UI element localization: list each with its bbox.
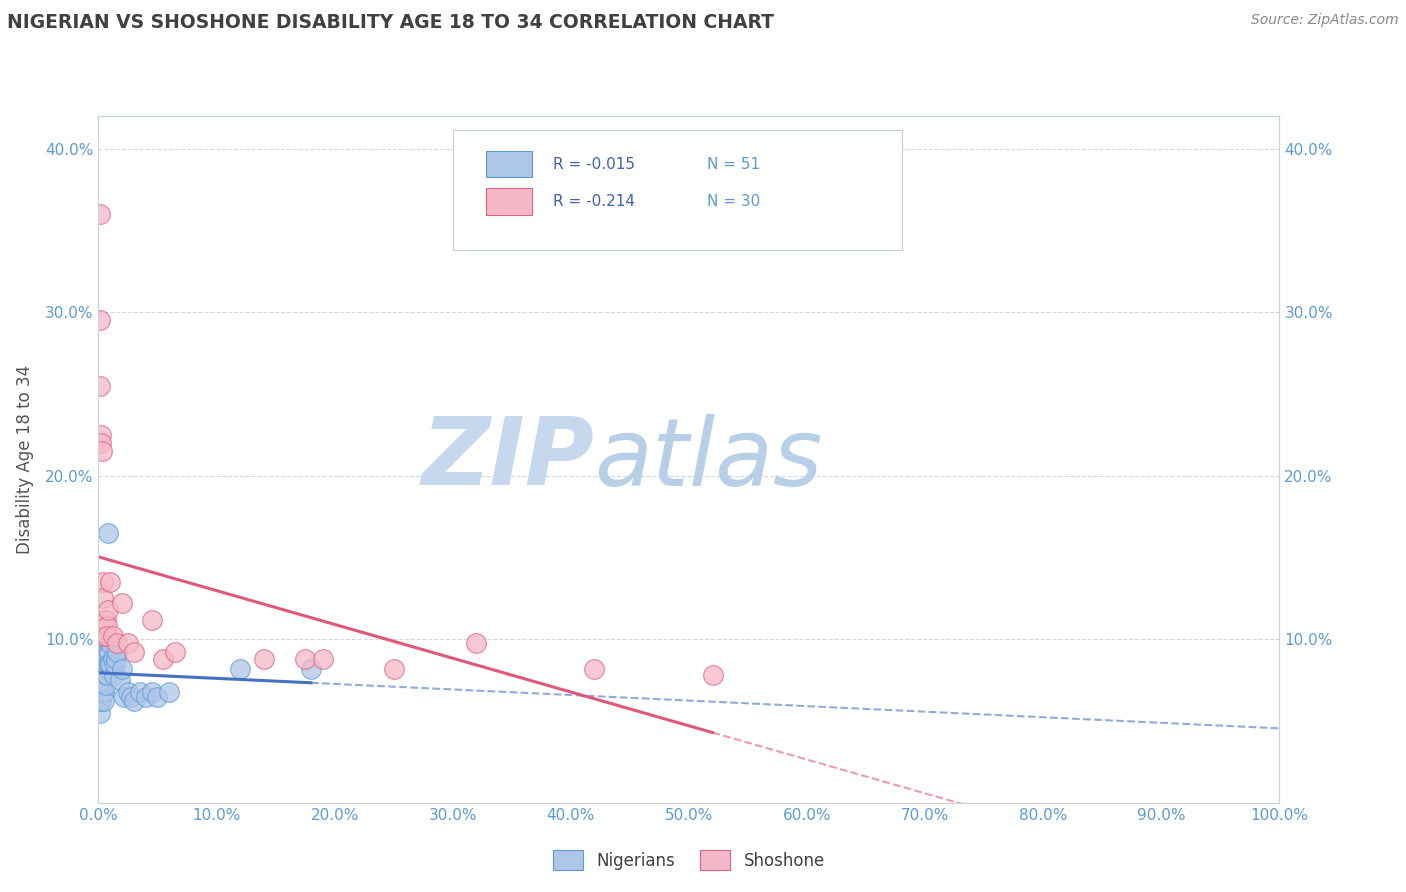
- Text: ZIP: ZIP: [422, 413, 595, 506]
- Point: [91, 673, 114, 688]
- Point: [103, 668, 125, 682]
- Text: N = 51: N = 51: [707, 156, 759, 171]
- Point: [105, 645, 128, 659]
- Point: [96, 657, 118, 671]
- Point: [96, 619, 118, 633]
- Point: [91, 684, 114, 698]
- Text: R = -0.214: R = -0.214: [553, 194, 636, 210]
- Point: [104, 657, 127, 671]
- Point: [89, 313, 111, 327]
- Point: [105, 635, 128, 649]
- FancyBboxPatch shape: [486, 188, 531, 215]
- Point: [93, 684, 115, 698]
- Point: [96, 645, 118, 659]
- Point: [93, 673, 115, 688]
- Text: R = -0.015: R = -0.015: [553, 156, 636, 171]
- Point: [141, 613, 163, 627]
- Point: [98, 575, 121, 590]
- Legend: Nigerians, Shoshone: Nigerians, Shoshone: [547, 843, 831, 877]
- Point: [165, 645, 187, 659]
- Point: [101, 629, 124, 643]
- Text: NIGERIAN VS SHOSHONE DISABILITY AGE 18 TO 34 CORRELATION CHART: NIGERIAN VS SHOSHONE DISABILITY AGE 18 T…: [7, 13, 775, 32]
- Text: N = 30: N = 30: [707, 194, 759, 210]
- Point: [90, 428, 112, 442]
- Point: [90, 436, 112, 450]
- Point: [89, 379, 111, 393]
- Point: [96, 668, 118, 682]
- Point: [90, 684, 112, 698]
- Point: [111, 596, 134, 610]
- Point: [97, 526, 120, 541]
- Point: [583, 662, 606, 676]
- Point: [94, 657, 117, 671]
- Point: [94, 613, 117, 627]
- Point: [90, 673, 112, 688]
- Point: [465, 635, 488, 649]
- Point: [98, 657, 121, 671]
- Point: [152, 652, 174, 666]
- Point: [98, 645, 121, 659]
- FancyBboxPatch shape: [453, 129, 901, 250]
- Point: [93, 629, 115, 643]
- Point: [93, 662, 115, 676]
- Point: [98, 635, 121, 649]
- Point: [111, 662, 134, 676]
- Point: [122, 645, 145, 659]
- Point: [112, 690, 135, 704]
- Point: [89, 207, 111, 221]
- Point: [91, 657, 114, 671]
- Point: [91, 640, 114, 655]
- Point: [702, 668, 724, 682]
- Y-axis label: Disability Age 18 to 34: Disability Age 18 to 34: [15, 365, 34, 554]
- Point: [89, 668, 111, 682]
- Point: [89, 706, 111, 720]
- Point: [108, 673, 131, 688]
- Point: [146, 690, 169, 704]
- Point: [96, 629, 118, 643]
- Point: [229, 662, 252, 676]
- Point: [312, 652, 335, 666]
- Point: [299, 662, 322, 676]
- Point: [135, 690, 157, 704]
- Point: [91, 648, 114, 663]
- Point: [93, 694, 115, 708]
- Point: [91, 444, 114, 458]
- Point: [94, 678, 117, 692]
- FancyBboxPatch shape: [486, 151, 531, 178]
- Point: [94, 668, 117, 682]
- Point: [121, 690, 143, 704]
- Point: [117, 684, 139, 698]
- Point: [90, 694, 112, 708]
- Point: [91, 591, 114, 606]
- Point: [91, 662, 114, 676]
- Point: [141, 684, 163, 698]
- Point: [93, 652, 115, 666]
- Point: [117, 635, 139, 649]
- Point: [89, 694, 111, 708]
- Point: [253, 652, 276, 666]
- Point: [89, 678, 111, 692]
- Point: [89, 684, 111, 698]
- Point: [91, 652, 114, 666]
- Point: [91, 575, 114, 590]
- Point: [97, 603, 120, 617]
- Point: [97, 648, 120, 663]
- Point: [98, 657, 121, 671]
- Point: [91, 673, 114, 688]
- Point: [128, 684, 150, 698]
- Point: [101, 652, 124, 666]
- Point: [382, 662, 405, 676]
- Text: atlas: atlas: [595, 414, 823, 505]
- Point: [105, 652, 128, 666]
- Point: [157, 684, 180, 698]
- Text: Source: ZipAtlas.com: Source: ZipAtlas.com: [1251, 13, 1399, 28]
- Point: [93, 613, 115, 627]
- Point: [122, 694, 145, 708]
- Point: [294, 652, 316, 666]
